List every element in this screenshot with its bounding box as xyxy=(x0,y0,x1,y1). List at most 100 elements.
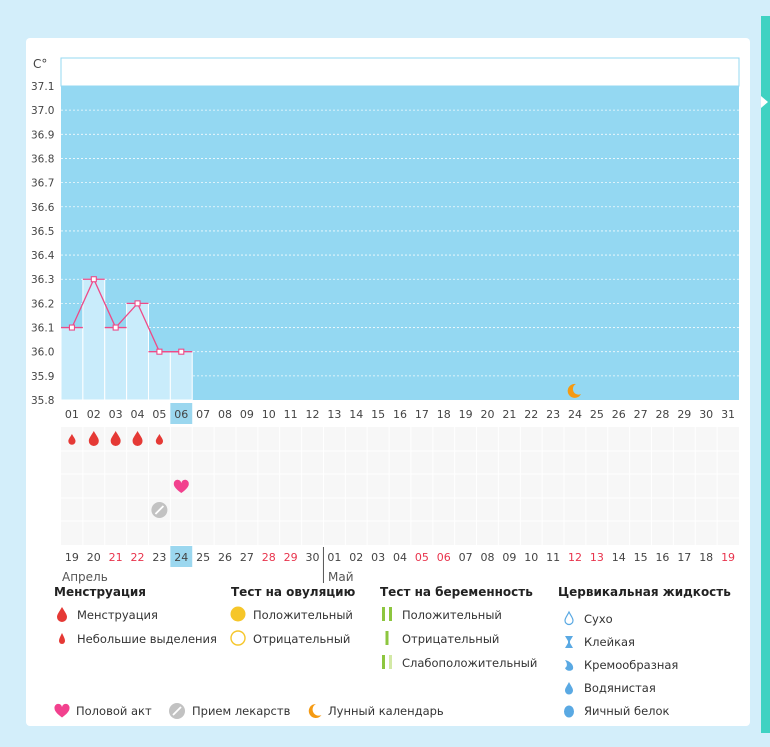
cycle-day-label: 11 xyxy=(284,408,298,421)
cycle-day-label: 10 xyxy=(262,408,276,421)
cycle-day-label: 22 xyxy=(524,408,538,421)
moon-icon xyxy=(567,383,581,398)
calendar-date-label: 23 xyxy=(152,551,166,564)
legend-egg-white: Яичный белок xyxy=(584,704,670,718)
calendar-date-label: 01 xyxy=(327,551,341,564)
light-bleeding-drop-icon[interactable] xyxy=(155,433,164,445)
temperature-point[interactable] xyxy=(112,324,119,331)
legend-menstruation: Менструация xyxy=(77,608,158,622)
y-axis-label: C° xyxy=(33,57,47,71)
y-tick-label: 36.3 xyxy=(31,274,54,286)
cycle-day-label: 20 xyxy=(480,408,494,421)
temperature-point[interactable] xyxy=(134,300,141,307)
calendar-date-label: 07 xyxy=(459,551,473,564)
menstruation-drop-icon[interactable] xyxy=(88,431,99,446)
calendar-date-label: 12 xyxy=(568,551,582,564)
light-bleeding-drop-icon[interactable] xyxy=(68,433,76,445)
y-tick-label: 37.1 xyxy=(31,81,54,93)
watery-icon xyxy=(565,682,573,695)
calendar-date-label: 25 xyxy=(196,551,210,564)
pregnancy-positive-icon xyxy=(382,607,392,621)
y-tick-label: 36.4 xyxy=(31,250,55,262)
accent-bar xyxy=(761,16,770,733)
calendar-date-label: 27 xyxy=(240,551,254,564)
calendar-date-label: 04 xyxy=(393,551,407,564)
legend-pregnancy-negative: Отрицательный xyxy=(402,632,500,646)
legend-lunar-calendar: Лунный календарь xyxy=(328,704,444,718)
y-tick-label: 35.9 xyxy=(31,371,54,383)
cycle-day-label: 03 xyxy=(109,408,123,421)
legend-light-bleeding: Небольшие выделения xyxy=(77,632,217,646)
ovulation-negative-icon xyxy=(230,630,246,646)
y-tick-label: 36.7 xyxy=(31,178,54,190)
temperature-column xyxy=(104,327,128,401)
temperature-point[interactable] xyxy=(178,348,185,355)
legend-title-pregnancy: Тест на беременность xyxy=(380,585,533,599)
calendar-date-label: 24 xyxy=(174,551,188,564)
cycle-day-label: 05 xyxy=(152,408,166,421)
cycle-day-label: 17 xyxy=(415,408,429,421)
menstruation-drop-icon[interactable] xyxy=(110,431,121,446)
cycle-day-label: 12 xyxy=(306,408,320,421)
calendar-date-label: 15 xyxy=(634,551,648,564)
cycle-day-label: 21 xyxy=(502,408,516,421)
cycle-day-label: 16 xyxy=(393,408,407,421)
calendar-date-label: 22 xyxy=(131,551,145,564)
egg-white-icon xyxy=(564,705,574,718)
temperature-column xyxy=(60,327,84,401)
menstruation-drop-icon[interactable] xyxy=(132,431,143,446)
y-tick-label: 35.8 xyxy=(31,395,54,407)
cycle-day-label: 23 xyxy=(546,408,560,421)
y-tick-label: 36.8 xyxy=(31,153,54,165)
cycle-day-label: 04 xyxy=(131,408,145,421)
cycle-day-label: 08 xyxy=(218,408,232,421)
calendar-date-label: 16 xyxy=(655,551,669,564)
legend-dry: Сухо xyxy=(584,612,613,626)
expand-arrow-icon[interactable] xyxy=(761,96,768,108)
plot-area xyxy=(61,86,739,400)
cycle-day-label: 25 xyxy=(590,408,604,421)
temperature-column xyxy=(147,351,171,401)
cycle-day-label: 13 xyxy=(327,408,341,421)
legend-title-menstruation: Менструация xyxy=(54,585,146,599)
dry-icon xyxy=(564,610,574,626)
cycle-day-label: 30 xyxy=(699,408,713,421)
moon-icon xyxy=(308,703,322,718)
calendar-date-label: 10 xyxy=(524,551,538,564)
calendar-date-label: 20 xyxy=(87,551,101,564)
legend-creamy: Кремообразная xyxy=(584,658,679,672)
ovulation-positive-icon xyxy=(230,606,246,622)
cycle-day-label: 02 xyxy=(87,408,101,421)
temperature-point[interactable] xyxy=(90,276,97,283)
light-bleeding-drop-icon xyxy=(59,633,65,644)
cycle-day-label: 27 xyxy=(634,408,648,421)
legend-medication: Прием лекарств xyxy=(192,704,291,718)
cycle-day-label: 26 xyxy=(612,408,626,421)
legend-ovulation-positive: Положительный xyxy=(253,608,353,622)
cycle-day-label: 09 xyxy=(240,408,254,421)
pill-icon xyxy=(169,703,185,719)
month-label-april: Апрель xyxy=(62,570,108,584)
calendar-date-label: 26 xyxy=(218,551,232,564)
legend-pregnancy-weak: Слабоположительный xyxy=(402,656,538,670)
heart-icon[interactable] xyxy=(173,479,189,493)
calendar-date-label: 08 xyxy=(480,551,494,564)
temperature-point[interactable] xyxy=(156,348,163,355)
calendar-date-label: 30 xyxy=(306,551,320,564)
legend-title-cervical: Цервикальная жидкость xyxy=(558,585,731,599)
temperature-chart: C° 35.8 35.9 36.0 36.1 36.2 36.3 36.4 36.5 36.6 36… xyxy=(31,57,740,583)
legend-watery: Водянистая xyxy=(584,681,656,695)
chart-top-band xyxy=(60,57,740,87)
y-tick-label: 36.5 xyxy=(31,226,54,238)
cycle-day-label: 07 xyxy=(196,408,210,421)
temperature-point[interactable] xyxy=(68,324,75,331)
calendar-date-label: 11 xyxy=(546,551,560,564)
legend-title-ovulation: Тест на овуляцию xyxy=(231,585,356,599)
calendar-date-label: 13 xyxy=(590,551,604,564)
y-tick-label: 36.0 xyxy=(31,347,54,359)
y-tick-label: 37.0 xyxy=(31,105,54,117)
cycle-day-label: 29 xyxy=(677,408,691,421)
calendar-date-label: 09 xyxy=(502,551,516,564)
y-tick-label: 36.6 xyxy=(31,202,55,214)
legend-pregnancy-positive: Положительный xyxy=(402,608,502,622)
